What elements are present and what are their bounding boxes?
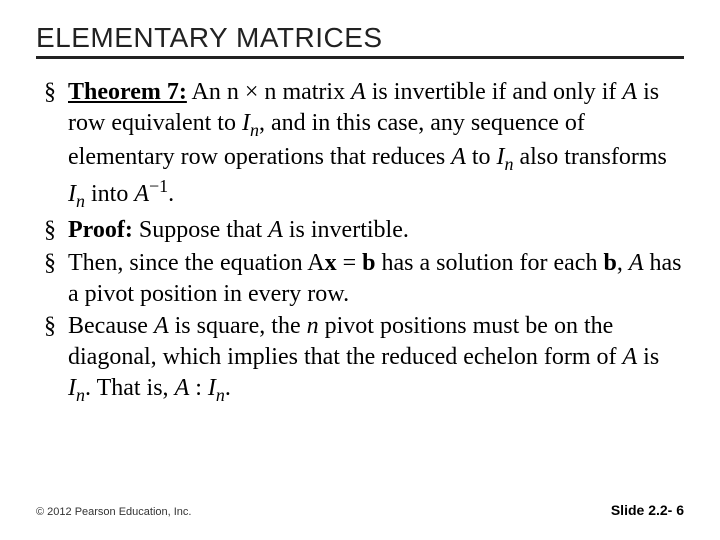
var-A: A — [134, 181, 149, 207]
var-I: I — [68, 181, 76, 207]
math-a-inverse: A−1 — [134, 181, 168, 207]
text: An — [187, 79, 227, 105]
sub-n: n — [250, 120, 259, 140]
math-a-tilde-in: A : In — [175, 375, 225, 401]
text: Then, since the equation — [68, 250, 307, 276]
text: also transforms — [514, 144, 667, 170]
var-A: A — [268, 217, 283, 243]
slide-number: Slide 2.2- 6 — [611, 502, 684, 518]
var-A: A — [175, 375, 190, 401]
text: is invertible if and only if — [366, 79, 623, 105]
var-b: b — [603, 250, 616, 276]
text: . That is, — [85, 375, 175, 401]
eq-eq: = — [337, 250, 363, 276]
list-item: Because A is square, the n pivot positio… — [44, 311, 684, 406]
var-n: n — [307, 313, 319, 339]
text: is invertible. — [283, 217, 409, 243]
slide: ELEMENTARY MATRICES Theorem 7: An n × n … — [0, 0, 720, 540]
list-item: Then, since the equation Ax = b has a so… — [44, 248, 684, 309]
sup-inv: −1 — [149, 176, 168, 196]
footer: © 2012 Pearson Education, Inc. Slide 2.2… — [36, 502, 684, 518]
text: into — [85, 181, 134, 207]
var-I: I — [68, 375, 76, 401]
text: matrix — [276, 79, 351, 105]
text: Suppose that — [133, 217, 268, 243]
bullet-list: Theorem 7: An n × n matrix A is invertib… — [36, 77, 684, 407]
var-A: A — [154, 313, 169, 339]
page-title: ELEMENTARY MATRICES — [36, 22, 684, 59]
text: is square, the — [169, 313, 307, 339]
sub-n: n — [505, 153, 514, 173]
text: . — [168, 181, 174, 207]
text: . — [225, 375, 231, 401]
var-A: A — [629, 250, 644, 276]
math-axb: Ax = b — [307, 250, 375, 276]
var-A: A — [351, 79, 366, 105]
sub-n: n — [76, 385, 85, 405]
sub-n: n — [76, 191, 85, 211]
eq-x: x — [325, 250, 337, 276]
eq-A: A — [307, 250, 324, 276]
text: Because — [68, 313, 154, 339]
var-I: I — [242, 110, 250, 136]
var-I: I — [208, 375, 216, 401]
list-item: Proof: Suppose that A is invertible. — [44, 215, 684, 246]
var-I: I — [497, 144, 505, 170]
list-item: Theorem 7: An n × n matrix A is invertib… — [44, 77, 684, 213]
theorem-label: Theorem 7: — [68, 79, 187, 105]
text: , — [617, 250, 629, 276]
eq-b: b — [362, 250, 375, 276]
copyright: © 2012 Pearson Education, Inc. — [36, 506, 191, 518]
text: has a solution for each — [376, 250, 604, 276]
text: to — [466, 144, 497, 170]
var-A: A — [622, 344, 637, 370]
proof-label: Proof: — [68, 217, 133, 243]
text: is — [637, 344, 659, 370]
colon: : — [189, 375, 208, 401]
var-A: A — [451, 144, 466, 170]
sub-n: n — [216, 385, 225, 405]
var-A: A — [622, 79, 637, 105]
math-nxn: n × n — [227, 79, 277, 105]
